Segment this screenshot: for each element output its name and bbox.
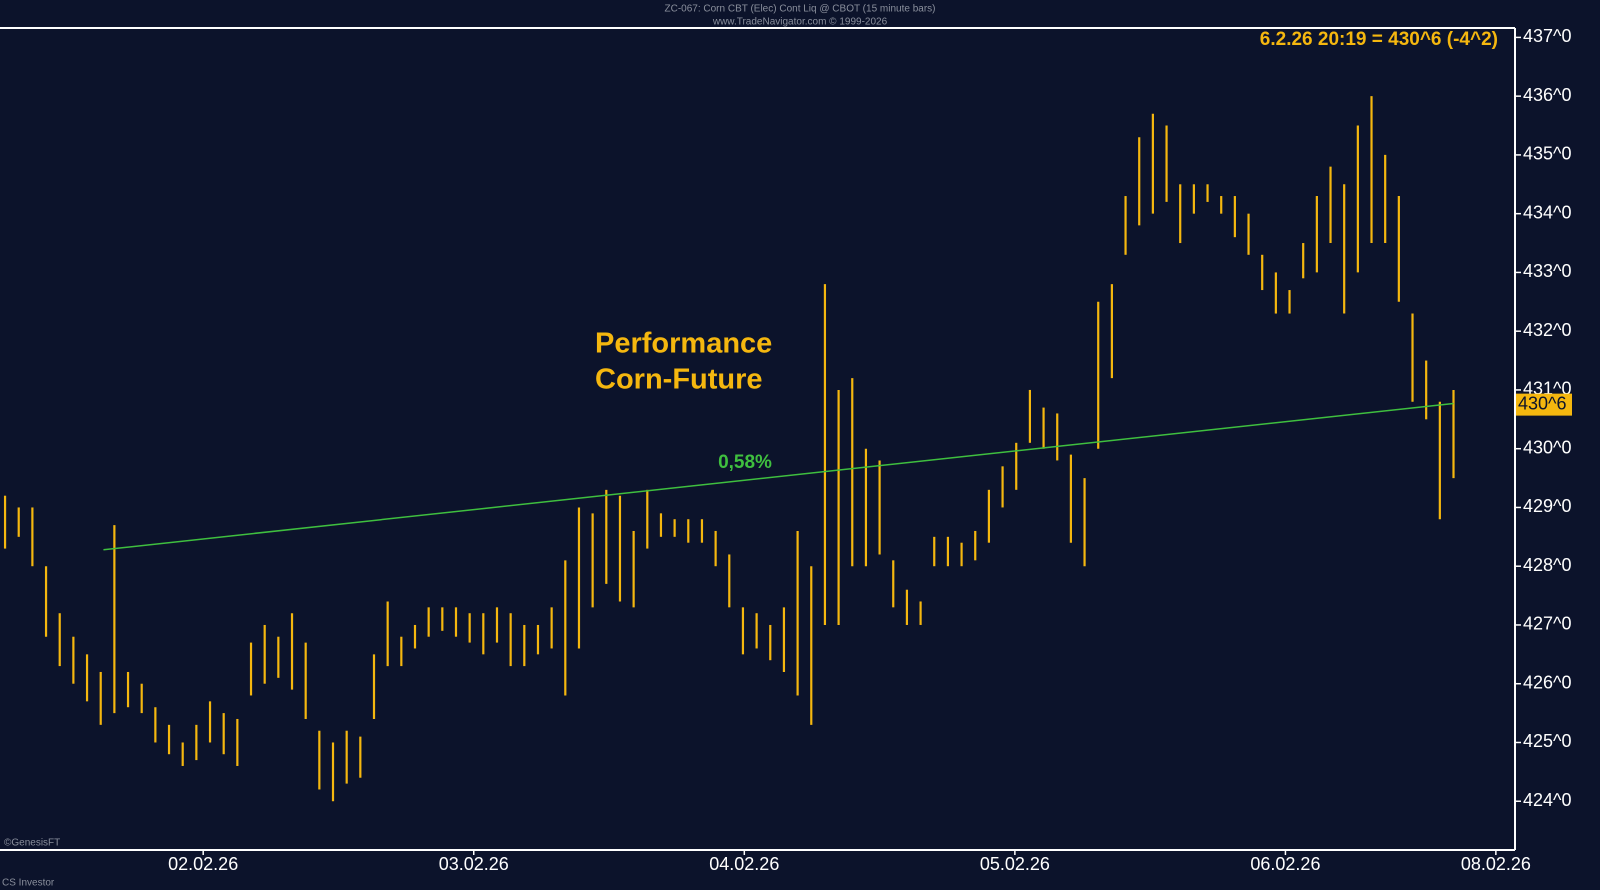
x-tick-label: 02.02.26 <box>168 854 238 874</box>
annotation: Performance <box>595 328 772 360</box>
y-tick-label: 430^0 <box>1523 437 1572 457</box>
y-tick-label: 432^0 <box>1523 320 1572 340</box>
y-tick-label: 424^0 <box>1523 790 1572 810</box>
y-tick-label: 429^0 <box>1523 496 1572 516</box>
chart-title: ZC-067: Corn CBT (Elec) Cont Liq @ CBOT … <box>665 4 936 15</box>
footer: CS Investor <box>2 878 55 889</box>
x-tick-label: 05.02.26 <box>980 854 1050 874</box>
x-tick-label: 03.02.26 <box>439 854 509 874</box>
last-price-label: 430^6 <box>1518 393 1567 413</box>
x-tick-label: 06.02.26 <box>1250 854 1320 874</box>
footer: ©GenesisFT <box>4 838 60 849</box>
y-tick-label: 426^0 <box>1523 672 1572 692</box>
x-tick-label: 04.02.26 <box>709 854 779 874</box>
y-tick-label: 436^0 <box>1523 85 1572 105</box>
x-tick-label: 08.02.26 <box>1461 854 1531 874</box>
y-tick-label: 433^0 <box>1523 261 1572 281</box>
y-tick-label: 428^0 <box>1523 555 1572 575</box>
chart-subtitle: www.TradeNavigator.com © 1999-2026 <box>712 17 888 28</box>
last-price-info: 6.2.26 20:19 = 430^6 (-4^2) <box>1260 29 1498 50</box>
y-tick-label: 427^0 <box>1523 614 1572 634</box>
trend-line <box>103 402 1454 551</box>
y-tick-label: 425^0 <box>1523 731 1572 751</box>
y-tick-label: 437^0 <box>1523 26 1572 46</box>
y-tick-label: 434^0 <box>1523 202 1572 222</box>
last-price-box <box>1516 393 1572 416</box>
trend-label: 0,58% <box>718 452 772 473</box>
y-tick-label: 435^0 <box>1523 144 1572 164</box>
annotation: Corn-Future <box>595 364 763 396</box>
